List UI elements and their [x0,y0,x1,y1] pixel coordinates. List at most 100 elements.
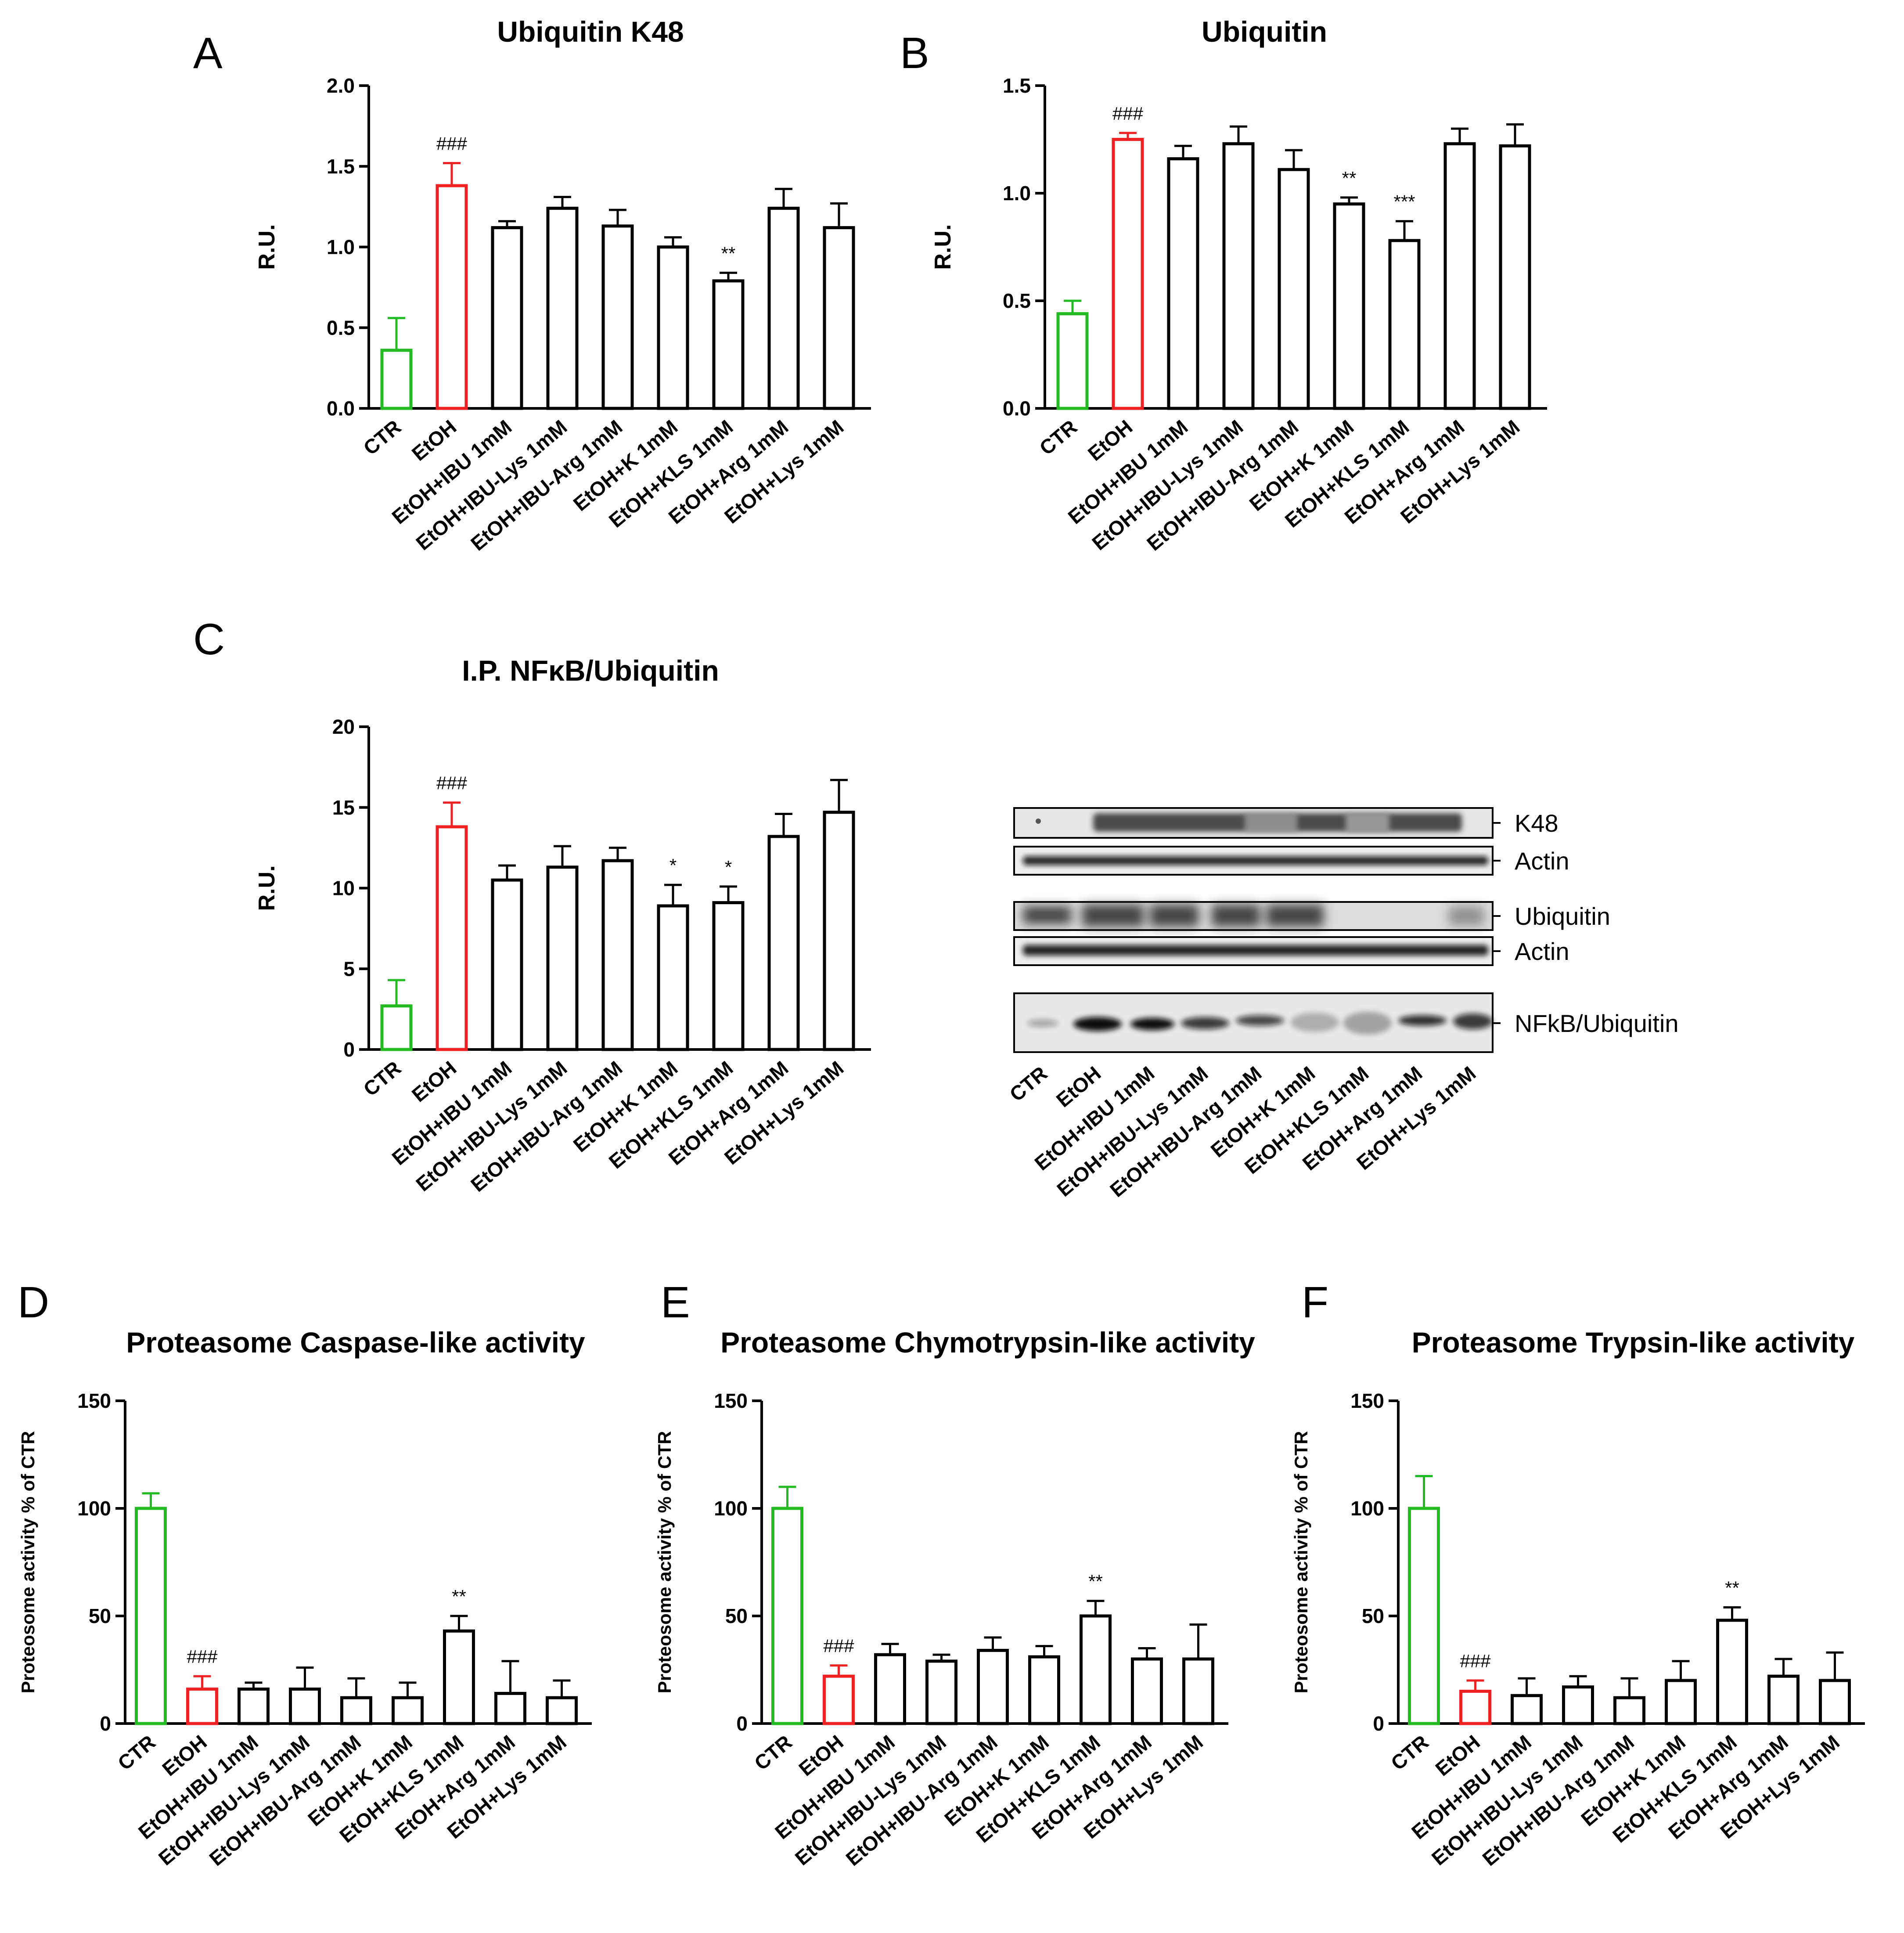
bar-etoh-ibu-1mm [238,1688,270,1725]
y-tick-label: 20 [332,715,355,738]
y-tick-label: 0 [1373,1712,1384,1735]
blot-label-k48: K48 [1515,809,1558,837]
y-axis-label: R.U. [254,866,280,911]
y-axis-label: R.U. [254,224,280,270]
bar-etoh-ibu-arg-1mm [1278,168,1310,410]
bar-etoh-k-1mm [1028,1655,1060,1725]
panel-letter-e: E [661,1278,690,1327]
significance-annotation: ** [1088,1571,1103,1592]
significance-annotation: * [669,855,677,876]
y-tick-label: 100 [714,1497,748,1520]
bar-etoh-ibu-arg-1mm [340,1696,372,1725]
y-tick-label: 1.0 [1003,182,1031,205]
significance-annotation: ### [823,1636,854,1656]
bar-etoh-kls-1mm [443,1629,475,1725]
bar-etoh-ibu-lys-1mm [289,1688,321,1725]
bar-etoh-lys-1mm [1499,144,1531,410]
bar-etoh-ibu-1mm [491,226,523,410]
bar-etoh-lys-1mm [1819,1679,1851,1725]
y-axis-label: Proteosome activity % of CTR [654,1431,675,1693]
bar-etoh-ibu-lys-1mm [1562,1685,1594,1725]
y-tick-label: 100 [77,1497,111,1520]
bar-etoh-lys-1mm [823,226,855,410]
chart-title: Proteasome Chymotrypsin-like activity [720,1326,1255,1359]
blot-label-actin-2: Actin [1515,938,1569,965]
blot-strip-actin-1 [1013,846,1494,876]
bar-etoh [1459,1690,1491,1725]
y-axis-label: R.U. [930,224,956,270]
y-axis-label: Proteosome activity % of CTR [18,1431,38,1693]
y-tick-label: 0.0 [1003,397,1031,420]
chart-title: Ubiquitin K48 [497,15,684,48]
blot-strip-actin-2 [1013,936,1494,966]
y-tick-label: 150 [77,1389,111,1412]
y-tick-label: 150 [1350,1389,1384,1412]
significance-annotation: *** [1393,191,1415,212]
panel-letter-d: D [18,1278,49,1327]
bar-etoh-ibu-1mm [874,1653,906,1725]
bar-etoh-arg-1mm [1443,142,1476,410]
y-tick-label: 50 [89,1605,111,1627]
significance-annotation: ### [1112,103,1144,124]
bar-etoh-ibu-lys-1mm [925,1659,957,1725]
bar-etoh-kls-1mm [712,901,745,1051]
chart-proteasome-caspase: Proteasome Caspase-like activity Proteoso… [18,1326,592,1870]
significance-annotation: ** [452,1586,466,1607]
bar-etoh-ibu-1mm [1511,1694,1543,1725]
y-tick-label: 1.0 [327,236,355,259]
x-tick-label: CTR [1035,415,1082,460]
blot-strip-k48 [1013,807,1494,839]
significance-annotation: ** [1342,168,1357,188]
chart-ubiquitin: UbiquitinR.U.0.00.51.01.5CTR###EtOHEtOH+… [930,15,1547,555]
bar-etoh [436,184,468,410]
bar-ctr [1408,1507,1440,1725]
y-axis-label: Proteosome activity % of CTR [1291,1431,1311,1693]
y-tick-label: 1.5 [1003,74,1031,97]
panel-letter-c: C [193,615,225,664]
panel-letter-f: F [1302,1278,1328,1327]
chart-title: Proteasome Caspase-like activity [126,1326,585,1359]
panel-letter-a: A [193,29,223,78]
y-tick-label: 0 [343,1038,355,1061]
bar-etoh-ibu-arg-1mm [977,1648,1009,1725]
bar-etoh-kls-1mm [1080,1614,1112,1725]
bar-etoh [823,1674,855,1725]
chart-ubiquitin-k48: Ubiquitin K48R.U.0.00.51.01.52.0CTR###Et… [254,15,871,555]
significance-annotation: * [725,857,732,877]
bar-ctr [135,1507,167,1725]
bar-etoh-kls-1mm [712,279,745,410]
bar-etoh-arg-1mm [494,1691,526,1725]
blot-label-actin-1: Actin [1515,847,1569,875]
y-tick-label: 50 [725,1605,748,1627]
blot-label-nfkb-ubiquitin: NFkB/Ubiquitin [1515,1010,1678,1037]
bar-etoh-k-1mm [1665,1679,1697,1725]
significance-annotation: ### [436,773,468,793]
bar-etoh-ibu-arg-1mm [1613,1696,1645,1725]
chart-title: I.P. NFκB/Ubiquitin [462,654,719,687]
bar-etoh-arg-1mm [1767,1674,1800,1725]
chart-ip-nfkb-ubiquitin: I.P. NFκB/UbiquitinR.U.05101520CTR###EtO… [254,654,871,1196]
y-tick-label: 0.5 [327,316,355,339]
y-tick-label: 0.5 [1003,289,1031,312]
x-tick-label: CTR [359,415,406,460]
bar-etoh-lys-1mm [1182,1657,1214,1725]
blot-strip-nfkb-ubiquitin [1013,992,1494,1053]
bar-ctr [380,1004,413,1051]
bar-ctr [380,349,413,410]
chart-title: Ubiquitin [1202,15,1327,48]
bar-etoh-kls-1mm [1388,239,1421,410]
bar-etoh-lys-1mm [546,1696,578,1725]
significance-annotation: ### [436,133,468,154]
bar-etoh-ibu-lys-1mm [1222,142,1255,410]
significance-annotation: ** [721,243,736,263]
chart-proteasome-trypsin: Proteasome Trypsin-like activity Proteoso… [1291,1326,1865,1870]
bar-etoh-ibu-arg-1mm [601,859,634,1051]
blot-label-ubiquitin: Ubiquitin [1515,902,1610,930]
bar-ctr [771,1507,803,1725]
y-tick-label: 0.0 [327,397,355,420]
chart-title: Proteasome Trypsin-like activity [1412,1326,1855,1359]
y-tick-label: 5 [343,957,355,980]
chart-proteasome-chymotrypsin: Proteasome Chymotrypsin-like activity Pro… [654,1326,1255,1870]
